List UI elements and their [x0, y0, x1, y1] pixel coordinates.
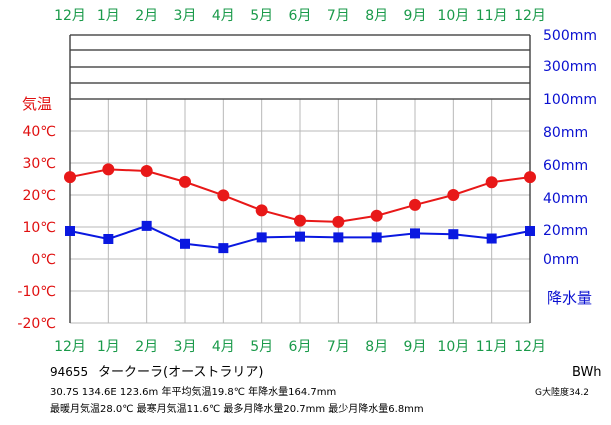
temperature-tick-label: 40℃ [22, 124, 56, 140]
month-label: 10月 [437, 339, 469, 355]
precipitation-tick-label: 0mm [543, 252, 579, 268]
month-labels-top: 12月 1月 2月 3月 4月 5月 6月 7月 8月 9月 10月 11月 12月 [54, 8, 546, 24]
station-id: 94655 [50, 365, 88, 379]
month-label: 11月 [476, 339, 508, 355]
grid-lines [69, 34, 531, 324]
month-label: 1月 [97, 8, 120, 24]
precipitation-point [371, 232, 382, 243]
precipitation-point [218, 243, 229, 254]
precipitation-tick-label: 500mm [543, 28, 597, 44]
month-label: 1月 [97, 339, 120, 355]
precipitation-point [333, 232, 344, 243]
temperature-tick-label: -10℃ [17, 284, 56, 300]
precipitation-point [486, 233, 497, 244]
station-name: タークーラ(オーストラリア) [98, 365, 264, 380]
month-label: 3月 [174, 339, 197, 355]
precipitation-point [410, 228, 420, 239]
temperature-point [524, 171, 536, 184]
precipitation-series [65, 220, 535, 254]
temperature-tick-label: 30℃ [22, 156, 56, 172]
month-label: 4月 [212, 339, 235, 355]
precipitation-axis-title: 降水量 [547, 289, 592, 307]
month-label: 2月 [135, 8, 158, 24]
temperature-tick-label: 0℃ [31, 252, 56, 268]
precipitation-point [65, 226, 75, 236]
temperature-tick-label: 10℃ [22, 220, 56, 236]
month-label: 7月 [327, 339, 350, 355]
month-label: 2月 [135, 339, 158, 355]
month-label: 7月 [327, 8, 350, 24]
month-label: 4月 [212, 8, 235, 24]
month-label: 5月 [250, 339, 273, 355]
climate-code: BWh [572, 365, 602, 380]
precipitation-point [448, 229, 459, 240]
precipitation-point [103, 234, 114, 244]
temperature-point [140, 165, 153, 177]
month-label: 9月 [404, 339, 427, 355]
month-label: 6月 [289, 8, 312, 24]
temperature-point [102, 163, 115, 176]
temperature-point [179, 175, 191, 188]
month-label: 12月 [54, 339, 86, 355]
precipitation-point [180, 238, 190, 249]
temperature-point [217, 189, 230, 202]
precipitation-tick-label: 20mm [543, 223, 588, 239]
temperature-point [485, 176, 498, 189]
precipitation-tick-label: 40mm [543, 191, 588, 207]
month-label: 3月 [174, 8, 197, 24]
precipitation-axis-ticks: 500mm 300mm 100mm 80mm 60mm 40mm 20mm 0mm [543, 28, 597, 268]
temperature-axis-ticks: 40℃ 30℃ 20℃ 10℃ 0℃ -10℃ -20℃ [17, 124, 56, 332]
precipitation-tick-label: 300mm [543, 59, 597, 75]
precipitation-point [256, 232, 267, 243]
month-label: 12月 [514, 339, 546, 355]
month-label: 9月 [404, 8, 427, 24]
precipitation-tick-label: 60mm [543, 158, 588, 174]
temperature-point [294, 214, 306, 227]
temperature-tick-label: -20℃ [17, 316, 56, 332]
month-label: 8月 [365, 8, 388, 24]
precipitation-tick-label: 100mm [543, 92, 597, 108]
temperature-point [370, 209, 383, 222]
temperature-point [332, 215, 345, 228]
month-label: 8月 [365, 339, 388, 355]
station-info-line1: 30.7S 134.6E 123.6m 年平均気温19.8℃ 年降水量164.7… [50, 385, 336, 398]
temperature-point [255, 204, 268, 217]
month-label: 12月 [54, 8, 86, 24]
temperature-point [447, 189, 460, 201]
station-info-line2: 最暖月気温28.0℃ 最寒月気温11.6℃ 最多月降水量20.7mm 最少月降水… [50, 402, 424, 415]
month-label: 10月 [437, 8, 469, 24]
precipitation-point [141, 220, 152, 231]
month-label: 12月 [514, 8, 546, 24]
temperature-tick-label: 20℃ [22, 188, 56, 204]
month-labels-bottom: 12月 1月 2月 3月 4月 5月 6月 7月 8月 9月 10月 11月 12月 [54, 339, 546, 355]
temperature-point [64, 171, 76, 184]
continentality-index: G大陸度34.2 [535, 386, 589, 398]
temperature-series [64, 163, 536, 228]
precipitation-point [295, 231, 305, 242]
month-label: 5月 [250, 8, 273, 24]
temperature-axis-title: 気温 [22, 95, 52, 113]
temperature-point [409, 198, 421, 211]
precipitation-point [525, 226, 535, 236]
precipitation-tick-label: 80mm [543, 125, 588, 141]
month-label: 11月 [476, 8, 508, 24]
month-label: 6月 [289, 339, 312, 355]
